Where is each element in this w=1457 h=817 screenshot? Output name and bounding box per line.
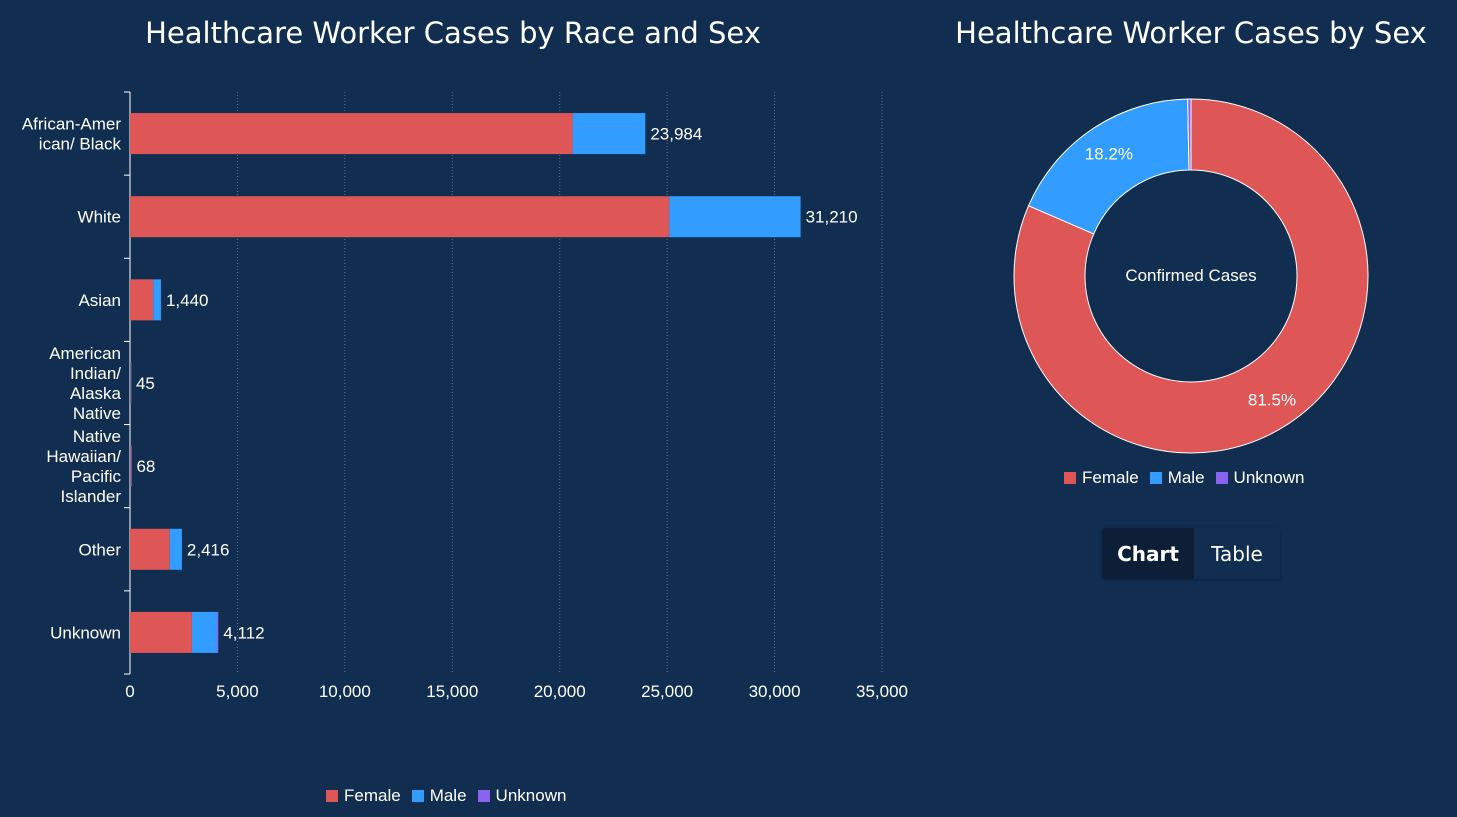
donut-legend-label-unknown: Unknown (1233, 468, 1305, 487)
donut-label-male: 18.2% (1085, 144, 1133, 163)
x-tick-label-0: 0 (125, 682, 134, 701)
donut-slice-unknown (1187, 98, 1192, 171)
view-toggle: Chart Table (1102, 528, 1280, 579)
bar-chart: 0 5,000 10,000 15,000 20,000 25,000 30,000 35,0… (22, 91, 908, 701)
category-label-asian: Asian (78, 291, 121, 310)
category-label-unknown: Unknown (50, 623, 121, 642)
donut-slice-female (1013, 98, 1369, 454)
legend-swatch-female (326, 790, 338, 802)
donut-chart-legend: Female Male Unknown (1064, 468, 1304, 488)
category-label-line: Asian (78, 291, 121, 310)
bar-white-male (669, 196, 801, 238)
legend-label-female: Female (344, 786, 401, 805)
total-label-unknown: 4,112 (223, 623, 264, 642)
x-tick-label-25000: 25,000 (641, 682, 693, 701)
legend-label-unknown: Unknown (495, 786, 567, 805)
total-label-asian: 1,440 (166, 291, 209, 310)
bar-unknown-female (130, 611, 192, 653)
category-label-line: Hawaiian/ (46, 447, 121, 466)
chart-view-button[interactable]: Chart (1102, 528, 1194, 579)
donut-legend-swatch-female (1064, 472, 1076, 484)
legend-item-female[interactable]: Female (326, 786, 401, 806)
category-label-other: Other (78, 540, 121, 559)
donut-legend-item-female[interactable]: Female (1064, 468, 1139, 488)
bar-native-hawaiian-pacific-islander-male (131, 445, 132, 487)
bar-white-female (130, 196, 670, 238)
category-label-line: Native (73, 427, 121, 446)
category-label-line: Indian/ (70, 364, 121, 383)
bar-chart-legend: Female Male Unknown (326, 786, 566, 806)
x-tick-label-5000: 5,000 (216, 682, 259, 701)
donut-legend-label-female: Female (1082, 468, 1139, 487)
total-label-african-amer-ican-black: 23,984 (650, 125, 702, 144)
bar-american-indian-alaska-native-female (130, 362, 131, 404)
bar-native-hawaiian-pacific-islander-female (130, 445, 132, 487)
category-label-line: Pacific (71, 467, 122, 486)
donut-label-female: 81.5% (1248, 390, 1296, 409)
category-label-line: ican/ Black (39, 135, 122, 154)
category-label-line: African-Amer (22, 115, 122, 134)
bar-asian-female (130, 279, 154, 321)
donut-slice-male (1027, 98, 1190, 235)
table-view-button[interactable]: Table (1194, 528, 1280, 579)
donut-legend-label-male: Male (1167, 468, 1205, 487)
category-label-native-hawaiian-pacific-islander: Native Hawaiian/Pacific Islander (46, 427, 121, 506)
legend-item-male[interactable]: Male (411, 786, 467, 806)
donut-legend-item-male[interactable]: Male (1149, 468, 1205, 488)
x-tick-label-30000: 30,000 (749, 682, 801, 701)
category-label-white: White (78, 208, 121, 227)
donut-legend-swatch-unknown (1215, 472, 1228, 484)
bar-african-amer-ican-black-male (572, 113, 646, 155)
bar-other-female (130, 528, 170, 570)
bar-other-male (169, 528, 182, 570)
x-tick-label-20000: 20,000 (534, 682, 586, 701)
bar-african-amer-ican-black-female (130, 113, 573, 155)
legend-swatch-male (411, 790, 424, 802)
donut-legend-swatch-male (1149, 472, 1162, 484)
total-label-other: 2,416 (187, 540, 230, 559)
donut-chart-title: Healthcare Worker Cases by Sex (955, 16, 1427, 50)
category-label-line: Islander (61, 487, 122, 506)
category-label-line: Unknown (50, 623, 121, 642)
total-label-native-hawaiian-pacific-islander: 68 (136, 457, 155, 476)
total-label-american-indian-alaska-native: 45 (136, 374, 155, 393)
legend-label-male: Male (429, 786, 467, 805)
total-label-white: 31,210 (806, 208, 858, 227)
donut-legend-item-unknown[interactable]: Unknown (1215, 468, 1305, 488)
bar-asian-male (153, 279, 161, 321)
category-label-american-indian-alaska-native: American Indian/Alaska Native (49, 344, 121, 423)
category-label-line: Other (78, 540, 121, 559)
category-label-line: American (49, 344, 121, 363)
category-label-line: Alaska (70, 384, 122, 403)
donut-chart: 81.5% 18.2% Confirmed Cases (1013, 98, 1369, 454)
bar-american-indian-alaska-native-male (130, 362, 132, 404)
bar-unknown-unknown (217, 611, 219, 653)
x-tick-label-10000: 10,000 (319, 682, 371, 701)
legend-item-unknown[interactable]: Unknown (477, 786, 567, 806)
bar-chart-title: Healthcare Worker Cases by Race and Sex (145, 16, 761, 50)
donut-center-label: Confirmed Cases (1125, 266, 1256, 285)
category-label-african-amer-ican-black: African-Amer ican/ Black (22, 115, 122, 154)
x-tick-label-35000: 35,000 (856, 682, 908, 701)
x-tick-label-15000: 15,000 (426, 682, 478, 701)
legend-swatch-unknown (477, 790, 490, 802)
bar-unknown-male (191, 611, 218, 653)
category-label-line: Native (73, 404, 121, 423)
category-label-line: White (78, 208, 121, 227)
